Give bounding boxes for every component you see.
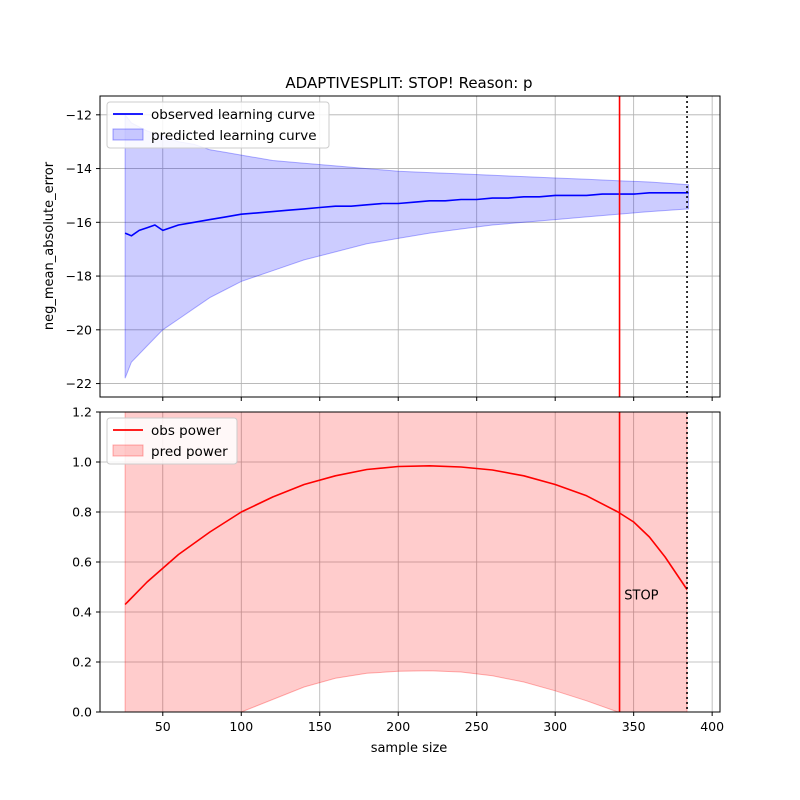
yticks-bottom: 0.0 0.2 0.4 0.6 0.8 1.0 1.2 — [72, 405, 100, 720]
band-top — [124, 113, 690, 379]
x-tick-label: 350 — [622, 719, 646, 734]
x-tick-label: 300 — [543, 719, 567, 734]
y-tick-label: −22 — [66, 376, 92, 391]
legend-top: observed learning curve predicted learni… — [106, 101, 330, 149]
line-obs-power — [124, 465, 688, 606]
x-tick-label: 200 — [386, 719, 410, 734]
line-bottom — [124, 465, 688, 606]
x-tick-label: 250 — [465, 719, 489, 734]
x-axis-label: sample size — [371, 741, 448, 756]
y-tick-label: −16 — [66, 215, 92, 230]
y-axis-label-top: neg_mean_absolute_error — [42, 161, 57, 330]
y-tick-label: 1.2 — [72, 405, 92, 420]
power-axes: 50 100 150 200 250 300 350 400 0.0 0.2 0.4 0.6 0.8 1… — [72, 405, 724, 757]
y-tick-label: 0.2 — [72, 655, 92, 670]
chart-title: ADAPTIVESPLIT: STOP! Reason: p — [285, 74, 532, 92]
y-tick-label: 0.0 — [72, 705, 92, 720]
y-tick-label: 0.6 — [72, 555, 92, 570]
learning-curve-axes: −22 −20 −18 −16 −14 −12 neg_mean_absolute_err… — [42, 95, 721, 401]
legend-label-predicted: predicted learning curve — [151, 128, 317, 144]
y-tick-label: −12 — [66, 107, 92, 122]
x-tick-label: 50 — [155, 719, 171, 734]
y-tick-label: −14 — [66, 161, 92, 176]
line-top — [124, 192, 689, 237]
xticks-top — [162, 397, 713, 401]
legend-bottom: obs power pred power — [106, 417, 238, 465]
legend-label-observed: observed learning curve — [151, 107, 315, 123]
legend-label-obs-power: obs power — [151, 423, 221, 439]
stop-annotation: STOP — [624, 589, 658, 604]
legend-patch-predicted — [112, 128, 144, 141]
y-tick-label: −18 — [66, 269, 92, 284]
x-tick-label: 400 — [700, 719, 724, 734]
band-predicted-learning-curve — [124, 113, 690, 379]
vlines-bottom — [618, 412, 688, 712]
y-tick-label: 0.4 — [72, 605, 92, 620]
annotations-bottom: STOP — [624, 589, 658, 604]
yticks-top: −22 −20 −18 −16 −14 −12 — [66, 107, 100, 391]
line-observed-learning-curve — [124, 192, 689, 237]
x-tick-label: 150 — [308, 719, 332, 734]
vlines-top — [618, 96, 688, 397]
legend-patch-pred-power — [112, 444, 144, 457]
legend-label-pred-power: pred power — [151, 444, 228, 460]
y-tick-label: 1.0 — [72, 455, 92, 470]
y-tick-label: 0.8 — [72, 505, 92, 520]
x-tick-label: 100 — [229, 719, 253, 734]
xticks-bottom: 50 100 150 200 250 300 350 400 — [155, 712, 724, 734]
y-tick-label: −20 — [66, 322, 92, 337]
